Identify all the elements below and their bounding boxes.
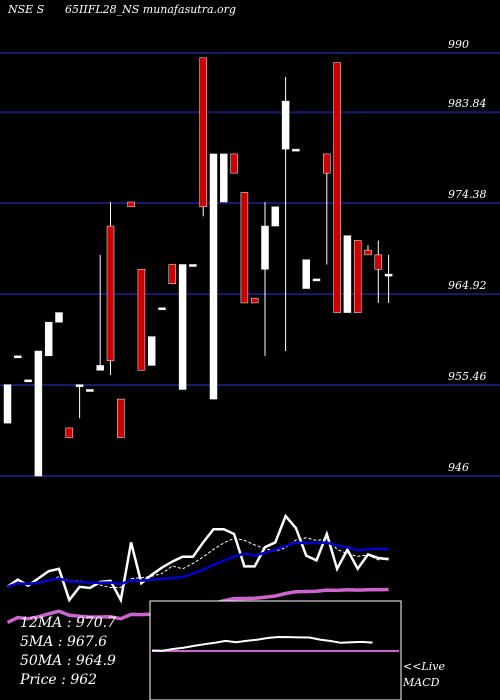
exchange-label: NSE S: [8, 3, 45, 16]
candle-down: [333, 62, 341, 313]
y-tick-label: 964.92: [448, 279, 487, 292]
candle-up: [209, 153, 218, 400]
y-tick-label: 990: [448, 38, 469, 51]
candle-up: [158, 307, 166, 311]
candle-down: [230, 153, 238, 174]
candle-up: [220, 153, 228, 203]
candle-up: [302, 259, 310, 289]
candle-down: [323, 153, 331, 174]
candle-down: [65, 427, 74, 438]
candle-up: [34, 350, 43, 477]
candle-up: [281, 100, 290, 150]
candle-down: [240, 192, 249, 304]
price-line: [6, 513, 389, 604]
candle-up: [312, 278, 321, 282]
symbol-label: 65IIFL28_NS munafasutra.org: [65, 3, 236, 16]
y-tick-label: 955.46: [448, 370, 487, 383]
candle-down: [250, 297, 259, 304]
candle-down: [106, 225, 115, 361]
y-tick-label: 974.38: [448, 188, 487, 201]
price-legend: Price : 962: [20, 672, 98, 688]
candle-down: [127, 201, 135, 208]
candle-down: [117, 398, 125, 438]
candle-up: [189, 264, 197, 267]
candle-down: [353, 240, 362, 313]
candle-up: [384, 273, 393, 277]
candle-up: [86, 389, 94, 392]
ma12-line: [7, 541, 389, 588]
candle-down: [137, 269, 146, 371]
candle-up: [3, 384, 12, 424]
candle-up: [14, 355, 22, 359]
candle-up: [24, 379, 32, 383]
candle-down: [364, 249, 372, 256]
candle-up: [96, 365, 104, 371]
candle-up: [147, 336, 156, 366]
live-label[interactable]: <<Live: [403, 660, 445, 673]
candle-up: [55, 312, 63, 323]
ma5-legend: 5MA : 967.6: [20, 634, 108, 650]
candle-down: [168, 264, 177, 284]
candle-up: [75, 384, 84, 387]
macd-line: [151, 635, 373, 652]
candle-down: [199, 57, 207, 208]
candle-up: [343, 235, 352, 313]
candle-up: [292, 148, 300, 152]
y-tick-label: 946: [448, 461, 469, 474]
candle-down: [374, 254, 383, 270]
y-tick-label: 983.84: [448, 97, 487, 110]
candle-up: [44, 321, 53, 357]
ma50-legend: 50MA : 964.9: [20, 653, 116, 669]
candle-up: [261, 225, 269, 270]
candle-up: [178, 264, 187, 390]
macd-label: MACD: [403, 676, 440, 689]
ma12-legend: 12MA : 970.7: [20, 615, 116, 631]
candle-up: [271, 206, 280, 227]
